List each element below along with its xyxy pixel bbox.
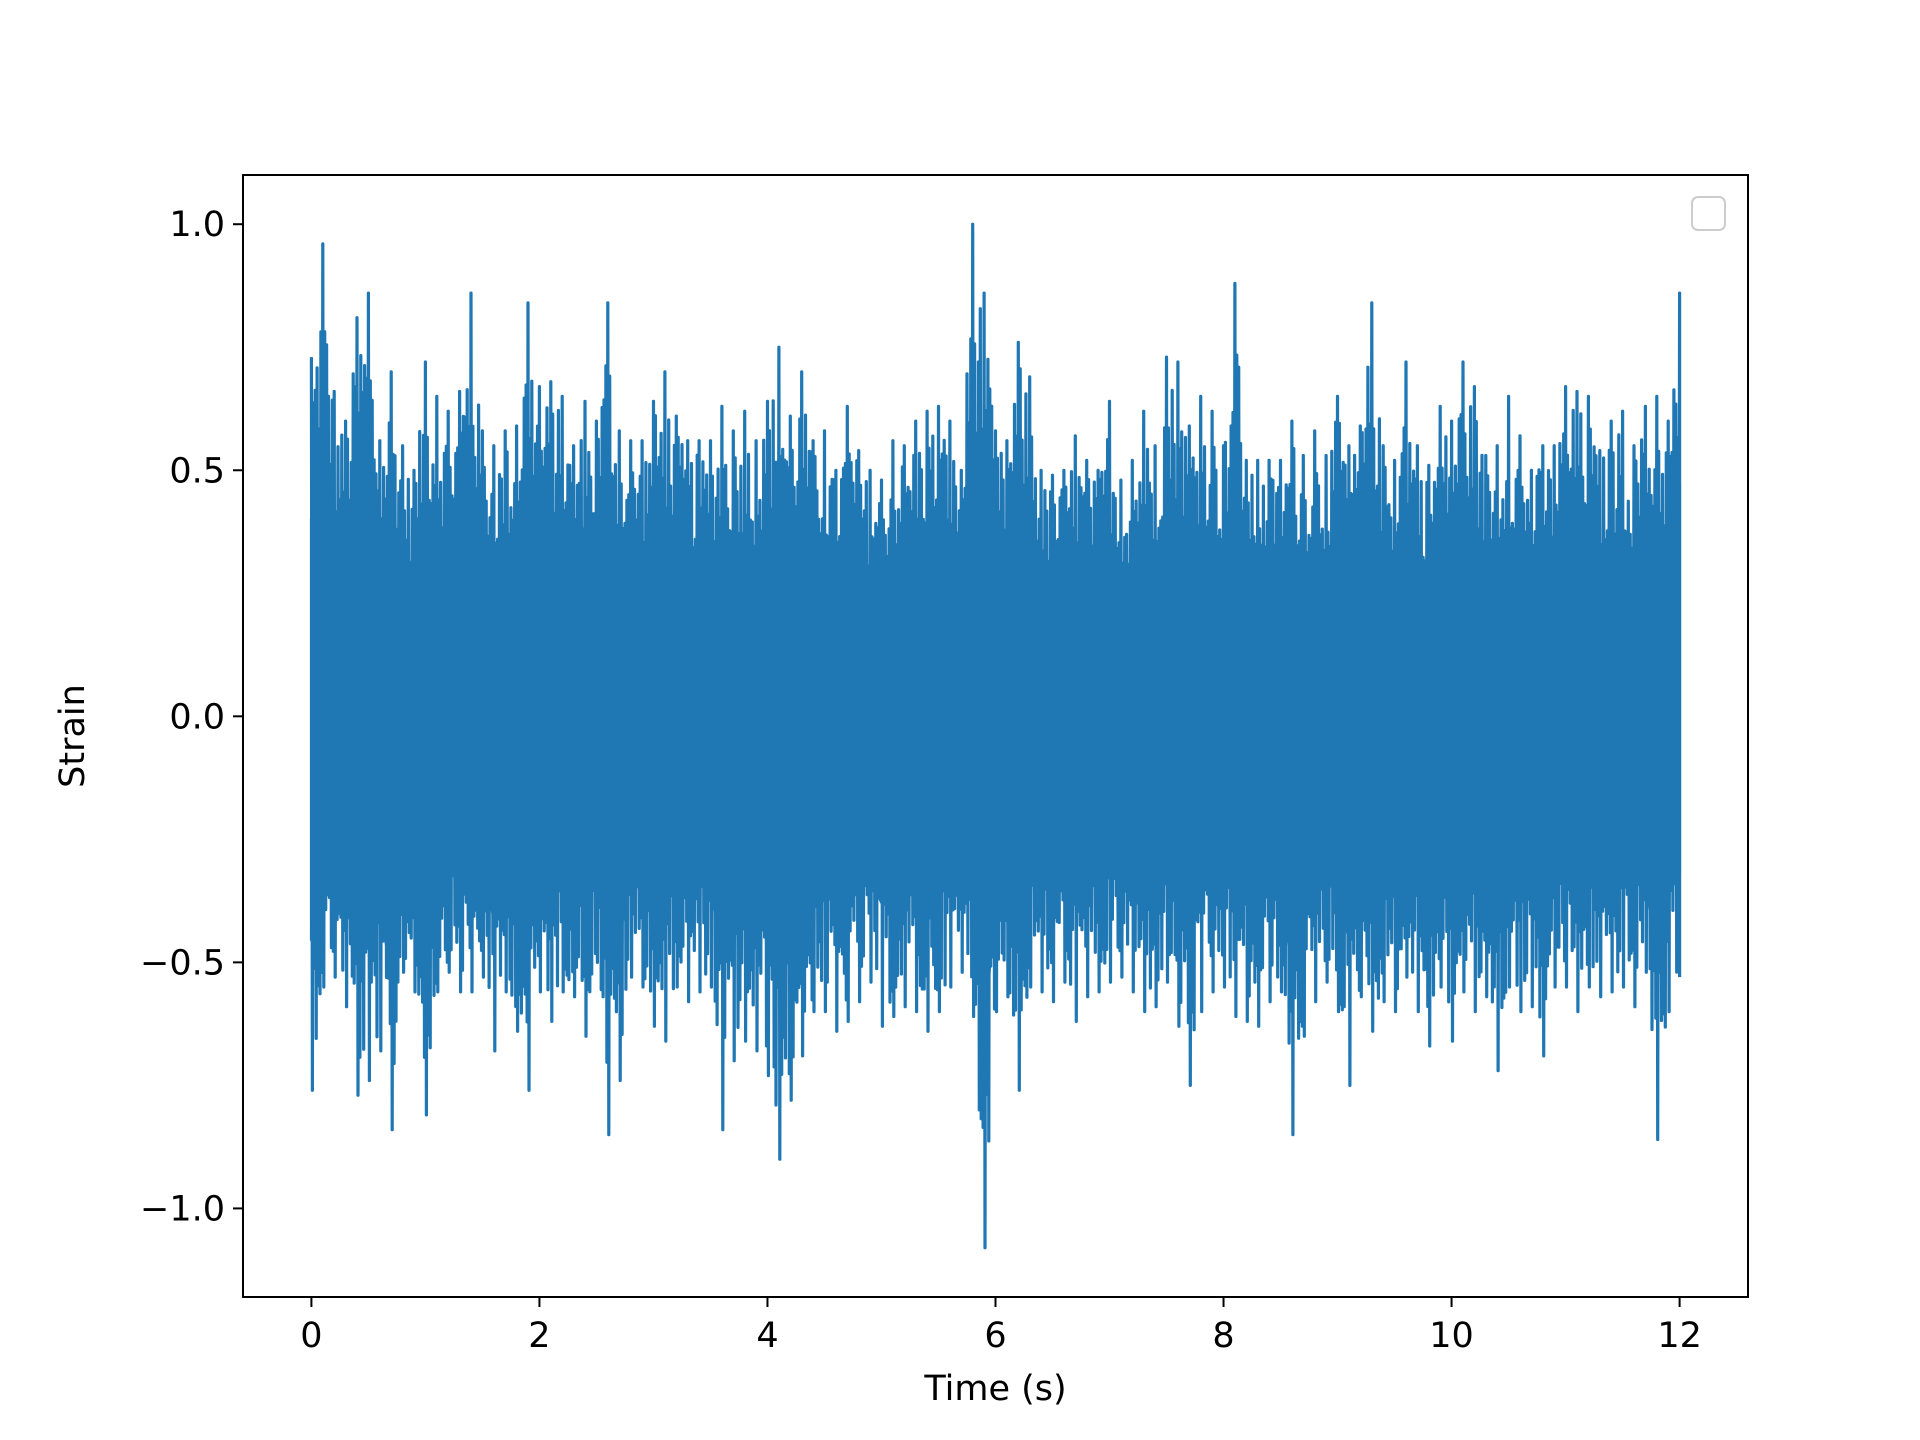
plot-area xyxy=(242,174,1749,1298)
x-tick-label: 6 xyxy=(984,1316,1006,1356)
legend-box xyxy=(1691,196,1726,231)
x-axis: 0 2 4 6 8 10 12 xyxy=(300,1297,1702,1356)
series-layer xyxy=(309,222,1682,1250)
x-tick-label: 8 xyxy=(1212,1316,1234,1356)
y-tick-label: 0.0 xyxy=(169,697,225,737)
y-axis: −1.0 −0.5 0.0 0.5 1.0 xyxy=(140,205,243,1229)
y-axis-label: Strain xyxy=(53,684,93,788)
series-line xyxy=(309,222,1682,1250)
y-tick-label: 1.0 xyxy=(169,205,225,245)
y-tick-label: 0.5 xyxy=(169,451,225,491)
x-tick-label: 0 xyxy=(300,1316,322,1356)
x-tick-label: 10 xyxy=(1429,1316,1474,1356)
y-tick-label: −1.0 xyxy=(140,1189,225,1229)
x-tick-label: 2 xyxy=(528,1316,550,1356)
y-tick-label: −0.5 xyxy=(140,943,225,983)
x-tick-label: 12 xyxy=(1657,1316,1702,1356)
x-axis-label: Time (s) xyxy=(923,1369,1066,1409)
x-tick-label: 4 xyxy=(756,1316,778,1356)
